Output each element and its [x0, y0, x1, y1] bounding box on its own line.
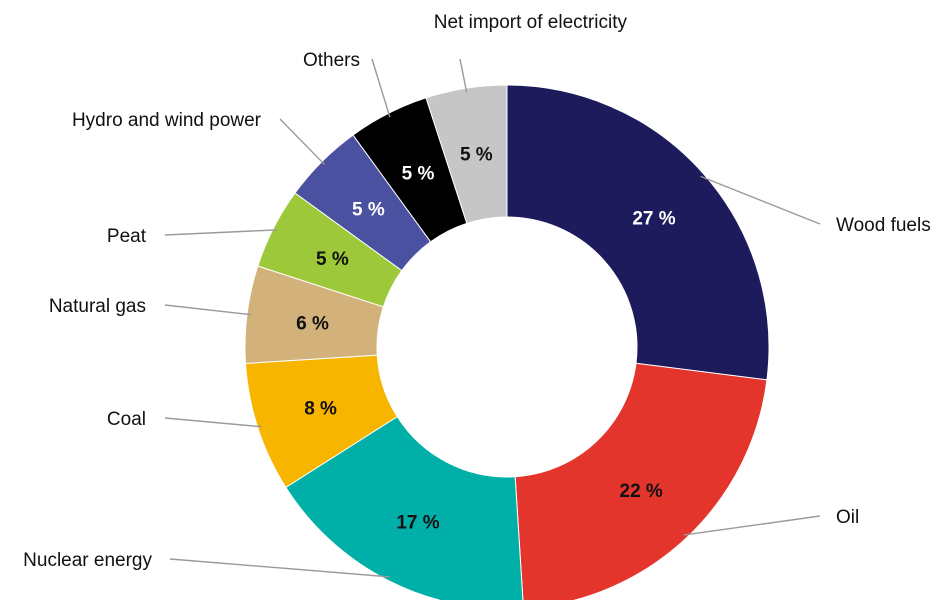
leader-line-wood-fuels [700, 175, 821, 225]
leader-line-peat [164, 229, 278, 236]
category-label-peat: Peat [107, 226, 147, 247]
value-label-natural-gas: 6 % [296, 313, 329, 334]
leader-line-nuclear-energy [169, 558, 390, 578]
value-label-coal: 8 % [304, 399, 337, 420]
category-label-oil: Oil [836, 507, 859, 528]
leader-line-others [371, 58, 391, 118]
leader-lines-group [164, 58, 821, 578]
value-label-wood-fuels: 27 % [632, 208, 675, 229]
value-label-hydro-and-wind-power: 5 % [352, 199, 385, 220]
category-label-nuclear-energy: Nuclear energy [23, 550, 152, 571]
category-labels-group: Wood fuels Oil Nuclear energy Coal Natural g… [23, 12, 931, 571]
category-label-net-import-of-electricity: Net import of electricity [434, 12, 628, 33]
slice-nuclear-energy [285, 415, 524, 600]
slice-net-import-of-electricity [425, 84, 508, 224]
category-label-hydro-and-wind-power: Hydro and wind power [72, 110, 262, 131]
value-label-nuclear-energy: 17 % [396, 513, 439, 534]
value-label-oil: 22 % [620, 481, 663, 502]
category-label-others: Others [303, 50, 360, 71]
leader-line-natural-gas [164, 304, 252, 316]
category-label-coal: Coal [107, 409, 146, 430]
value-labels-group: 27 % 22 % 17 % 8 % 6 % 5 % 5 % 5 % 5 % [296, 144, 676, 533]
value-label-peat: 5 % [316, 249, 349, 270]
value-label-net-import-of-electricity: 5 % [460, 144, 493, 165]
value-label-others: 5 % [402, 163, 435, 184]
leader-line-coal [164, 417, 262, 428]
slice-oil [514, 362, 768, 600]
category-label-natural-gas: Natural gas [49, 296, 146, 317]
leader-line-net-import-of-electricity [459, 58, 468, 93]
leader-line-hydro-and-wind-power [279, 118, 326, 166]
category-label-wood-fuels: Wood fuels [836, 215, 931, 236]
slices-group [244, 84, 770, 600]
leader-line-oil [683, 515, 821, 536]
slice-wood-fuels [506, 84, 770, 381]
